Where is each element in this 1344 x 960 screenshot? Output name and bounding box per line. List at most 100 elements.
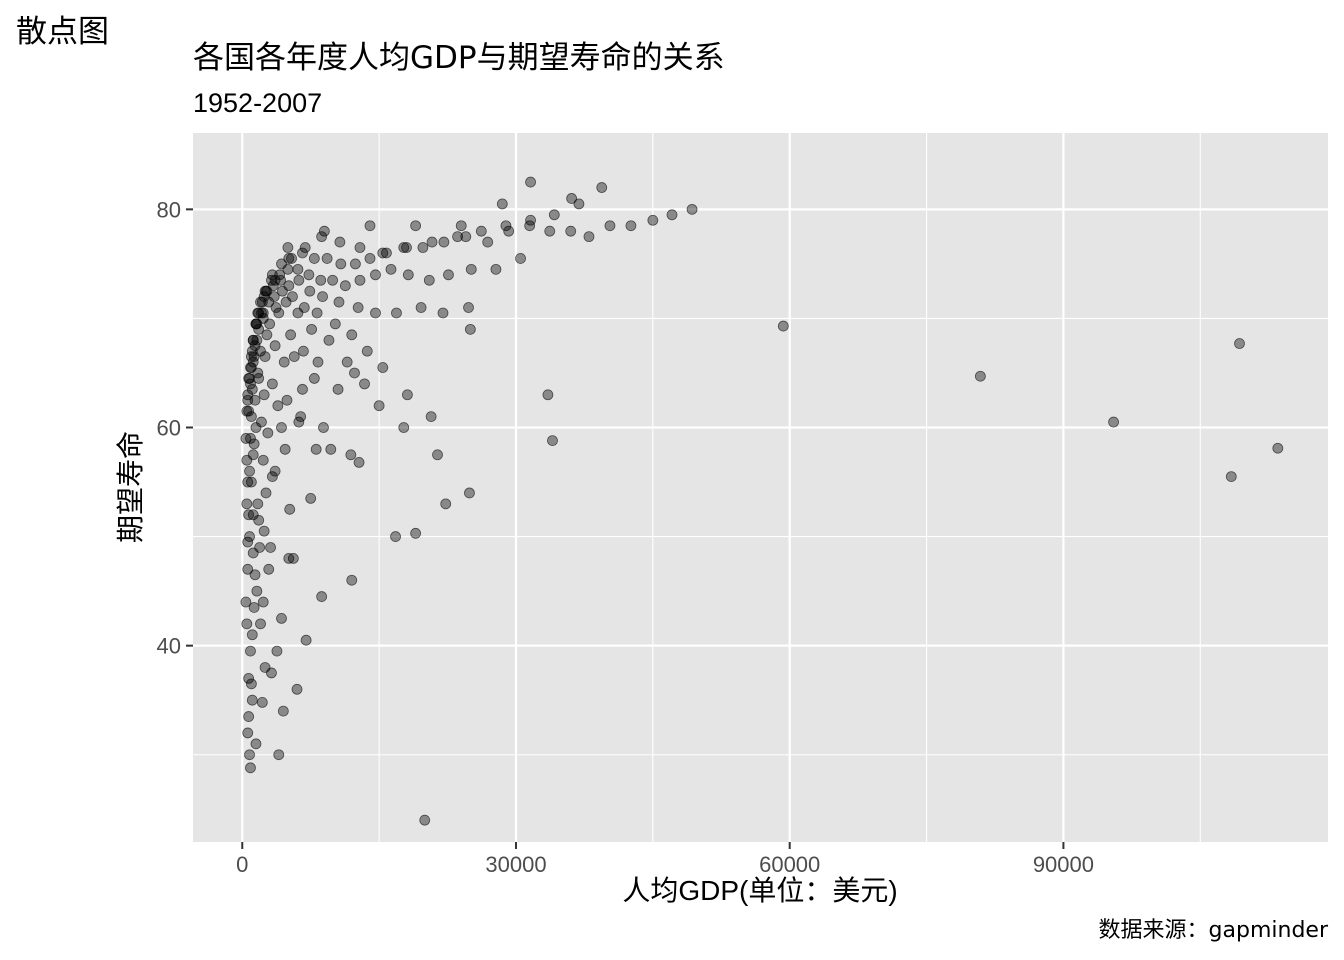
data-point	[496, 198, 508, 210]
data-point	[269, 465, 281, 477]
data-point	[463, 302, 474, 313]
data-point	[419, 814, 431, 826]
data-point	[279, 443, 291, 455]
data-point	[437, 307, 449, 319]
y-tick-label: 40	[157, 634, 181, 659]
data-point	[325, 443, 337, 455]
data-point	[377, 247, 389, 259]
data-point	[275, 274, 286, 286]
data-point	[465, 263, 477, 275]
data-point	[410, 220, 422, 232]
data-point	[312, 356, 324, 368]
data-point	[402, 389, 413, 401]
data-point	[432, 449, 443, 461]
data-point	[332, 383, 344, 395]
data-point	[346, 574, 358, 586]
data-point	[647, 214, 659, 226]
data-point	[244, 749, 255, 761]
data-point	[525, 176, 536, 188]
data-point	[257, 454, 269, 466]
data-point	[293, 416, 305, 428]
data-point	[352, 302, 364, 313]
grid-major	[193, 133, 1328, 842]
data-point	[315, 274, 327, 286]
data-point	[381, 247, 392, 259]
data-point	[247, 334, 259, 346]
data-point	[423, 274, 435, 286]
data-point	[354, 242, 366, 253]
data-point	[974, 370, 986, 382]
data-point	[292, 263, 304, 275]
data-point	[262, 427, 274, 439]
x-tick-label: 0	[236, 852, 248, 877]
data-point	[249, 569, 261, 581]
data-point	[524, 220, 536, 232]
data-point	[297, 383, 308, 395]
data-point	[361, 345, 373, 357]
data-point	[247, 509, 259, 521]
data-point	[265, 542, 276, 553]
data-point	[425, 411, 437, 423]
data-point	[583, 231, 595, 243]
data-point	[1108, 416, 1119, 428]
data-point	[255, 618, 266, 630]
data-point	[353, 457, 365, 468]
data-point	[252, 498, 264, 510]
data-point	[263, 563, 275, 575]
data-point	[240, 433, 252, 444]
data-point	[1234, 338, 1245, 349]
data-point	[283, 553, 295, 564]
data-points	[240, 176, 1284, 826]
data-point	[260, 487, 272, 499]
data-point	[464, 487, 475, 499]
data-point	[243, 711, 255, 722]
data-point	[285, 329, 297, 341]
data-point	[311, 307, 323, 319]
data-point	[243, 509, 255, 521]
data-point	[398, 422, 410, 433]
data-point	[264, 318, 276, 330]
data-point	[410, 527, 422, 539]
data-point	[256, 416, 267, 428]
chart-title: 各国各年度人均GDP与期望寿命的关系	[193, 40, 725, 76]
data-point	[271, 645, 283, 657]
data-point	[270, 302, 282, 313]
data-point	[350, 258, 361, 270]
data-point	[305, 493, 317, 504]
data-point	[490, 263, 502, 275]
data-point	[241, 618, 253, 630]
data-point	[276, 258, 287, 270]
data-point	[242, 476, 254, 488]
data-point	[370, 269, 381, 281]
data-point	[257, 596, 269, 608]
data-point	[251, 585, 263, 597]
data-point	[245, 362, 256, 373]
data-point	[269, 274, 281, 286]
data-point	[548, 209, 560, 221]
data-point	[291, 683, 303, 695]
x-tick-label: 90000	[1033, 852, 1094, 877]
data-point	[246, 629, 258, 641]
data-point	[460, 231, 472, 243]
data-point	[625, 220, 637, 232]
grid-minor	[193, 133, 1328, 842]
data-point	[666, 209, 678, 221]
data-point	[364, 253, 376, 264]
data-point	[245, 433, 256, 444]
data-point	[542, 389, 554, 401]
data-point	[245, 762, 256, 774]
data-point	[341, 356, 353, 368]
data-point	[266, 269, 278, 281]
data-point	[245, 476, 257, 488]
data-point	[253, 307, 265, 319]
data-point	[259, 662, 271, 673]
data-point	[249, 394, 261, 406]
data-point	[310, 443, 322, 455]
data-point	[244, 465, 255, 477]
chart-caption: 数据来源：gapminder	[1098, 918, 1328, 943]
data-point	[306, 323, 318, 335]
data-point	[316, 231, 328, 243]
data-point	[417, 242, 429, 253]
data-point	[273, 307, 285, 319]
